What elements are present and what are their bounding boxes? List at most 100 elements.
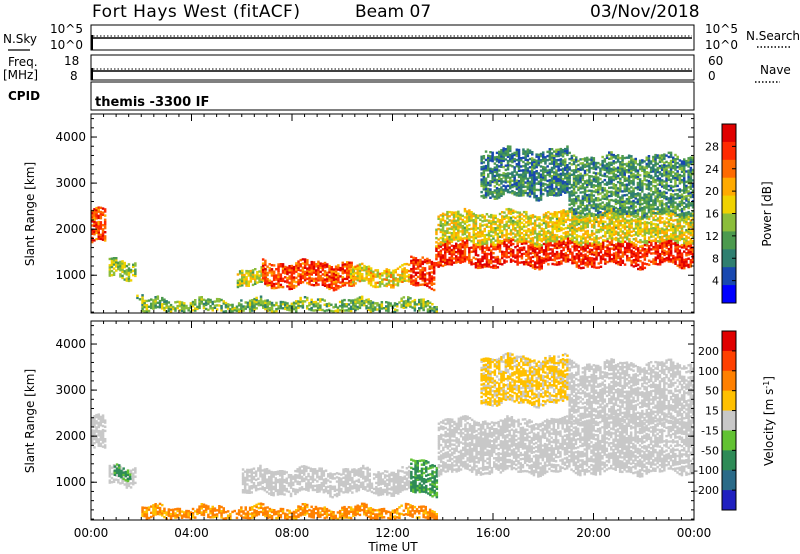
power-echo-cell — [385, 309, 388, 312]
power-echo-cell — [279, 283, 283, 287]
power-echo-cell — [526, 171, 530, 174]
power-echo-cell — [419, 271, 422, 274]
power-echo-cell — [564, 150, 567, 153]
power-echo-cell — [590, 225, 594, 229]
power-echo-cell — [614, 175, 618, 179]
power-echo-cell — [509, 260, 513, 263]
power-echo-cell — [615, 226, 618, 229]
power-echo-cell — [575, 181, 578, 184]
power-echo-cell — [479, 218, 482, 221]
power-echo-cell — [536, 216, 539, 219]
power-echo-cell — [514, 239, 517, 242]
power-echo-cell — [512, 219, 515, 223]
power-echo-cell — [617, 252, 620, 255]
power-echo-cell — [241, 275, 244, 279]
power-echo-cell — [202, 304, 206, 308]
power-echo-cell — [522, 210, 526, 214]
power-echo-cell — [551, 254, 554, 257]
power-echo-cell — [619, 179, 622, 183]
power-echo-cell — [441, 225, 445, 228]
power-echo-cell — [123, 270, 126, 273]
power-echo-cell — [299, 263, 302, 266]
power-echo-cell — [577, 250, 581, 253]
power-echo-cell — [272, 282, 276, 286]
power-echo-cell — [536, 218, 539, 221]
power-echo-cell — [683, 239, 686, 243]
power-echo-cell — [457, 220, 460, 224]
power-echo-cell — [123, 261, 126, 265]
power-echo-cell — [669, 247, 673, 251]
power-echo-cell — [482, 179, 486, 183]
power-echo-cell — [569, 250, 572, 253]
power-echo-cell — [485, 237, 489, 241]
power-echo-cell — [387, 268, 391, 272]
power-echo-cell — [409, 297, 412, 300]
power-echo-cell — [459, 245, 462, 248]
power-echo-cell — [592, 206, 596, 210]
power-echo-cell — [323, 299, 326, 302]
power-echo-cell — [612, 160, 615, 163]
power-echo-cell — [487, 225, 491, 229]
power-echo-cell — [512, 259, 515, 262]
power-echo-cell — [575, 185, 578, 188]
power-echo-cell — [123, 278, 126, 281]
power-echo-cell — [441, 233, 445, 236]
power-echo-cell — [555, 213, 559, 216]
power-echo-cell — [390, 279, 393, 283]
power-echo-cell — [605, 162, 609, 166]
power-echo-cell — [542, 261, 546, 264]
power-echo-cell — [268, 283, 271, 287]
power-echo-cell — [372, 272, 375, 276]
power-echo-cell — [299, 305, 302, 308]
power-echo-cell — [150, 306, 153, 310]
power-echo-cell — [420, 306, 423, 310]
power-echo-cell — [328, 275, 331, 278]
power-echo-cell — [566, 260, 570, 263]
power-echo-cell — [597, 193, 600, 196]
power-echo-cell — [555, 236, 559, 239]
power-echo-cell — [492, 247, 495, 251]
power-echo-cell — [594, 184, 598, 187]
power-echo-cell — [588, 235, 592, 239]
power-echo-cell — [112, 261, 116, 264]
power-echo-cell — [489, 182, 492, 185]
power-echo-cell — [356, 266, 359, 269]
power-echo-cell — [590, 263, 594, 266]
power-echo-cell — [571, 241, 574, 244]
power-echo-cell — [637, 247, 640, 250]
power-echo-cell — [522, 248, 526, 251]
power-echo-cell — [264, 301, 267, 305]
power-echo-cell — [481, 213, 484, 217]
power-echo-cell — [396, 267, 400, 270]
power-echo-cell — [571, 253, 574, 257]
power-echo-cell — [312, 279, 316, 283]
power-echo-cell — [315, 283, 318, 287]
power-echo-cell — [516, 240, 519, 243]
power-echo-cell — [579, 158, 582, 161]
power-echo-cell — [520, 194, 523, 197]
power-echo-cell — [515, 154, 519, 158]
power-echo-cell — [603, 212, 607, 215]
power-echo-cell — [621, 171, 624, 174]
power-echo-cell — [559, 164, 563, 167]
power-echo-cell — [268, 279, 271, 282]
power-echo-cell — [608, 190, 611, 194]
power-echo-cell — [490, 222, 493, 225]
power-echo-cell — [676, 239, 679, 242]
power-echo-cell — [597, 243, 600, 246]
power-echo-cell — [685, 220, 688, 224]
power-echo-cell — [323, 309, 326, 313]
power-echo-cell — [369, 306, 373, 309]
power-echo-cell — [599, 230, 603, 233]
power-echo-cell — [588, 170, 591, 174]
power-echo-cell — [387, 279, 391, 282]
power-echo-cell — [306, 269, 309, 272]
power-echo-cell — [297, 260, 300, 263]
power-echo-cell — [448, 256, 451, 260]
power-echo-cell — [207, 298, 210, 301]
power-echo-cell — [95, 208, 98, 212]
power-echo-cell — [315, 269, 318, 272]
power-echo-cell — [564, 231, 568, 234]
power-echo-cell — [687, 251, 690, 254]
power-echo-cell — [575, 195, 578, 199]
